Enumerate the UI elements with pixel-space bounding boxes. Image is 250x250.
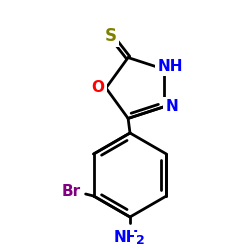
Text: S: S xyxy=(105,26,117,44)
Text: NH: NH xyxy=(157,59,183,74)
Text: Br: Br xyxy=(62,184,81,200)
Text: NH: NH xyxy=(113,230,139,244)
Text: O: O xyxy=(92,80,104,96)
Text: N: N xyxy=(166,99,178,114)
Text: 2: 2 xyxy=(136,234,144,246)
